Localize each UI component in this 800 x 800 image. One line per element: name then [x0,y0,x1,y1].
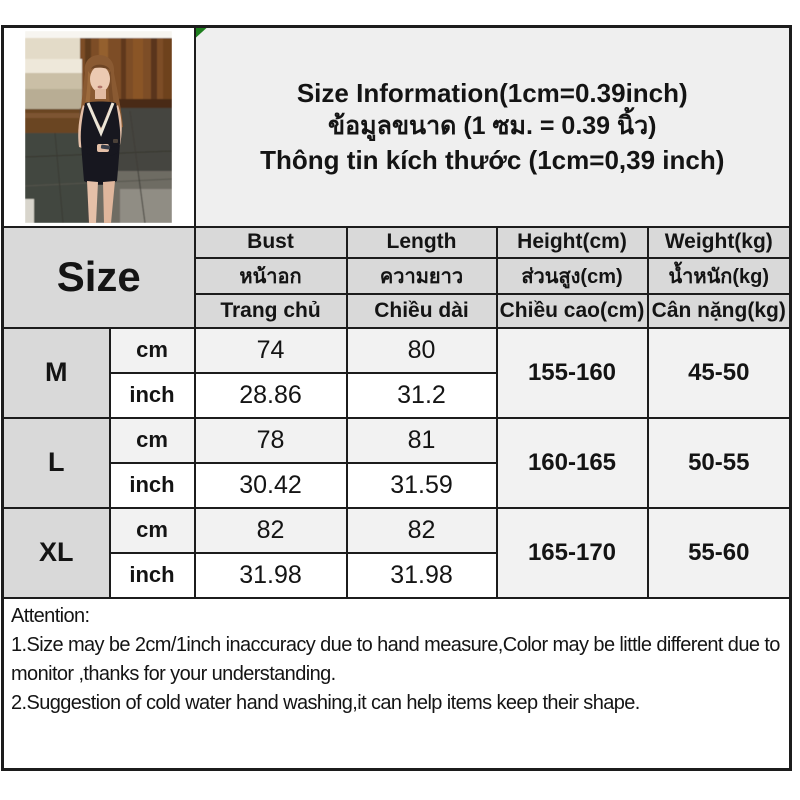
l-bust-inch: 30.42 [193,461,348,509]
col-header-bust-vi: Trang chủ [193,292,348,329]
size-header: Size [1,225,196,329]
title-vietnamese: Thông tin kích thước (1cm=0,39 inch) [260,145,725,176]
col-header-weight-vi: Cân nặng(kg) [646,292,792,329]
m-length-cm: 80 [345,326,498,374]
attention-note-2: 2.Suggestion of cold water hand washing,… [11,691,640,714]
xl-length-cm: 82 [345,506,498,554]
m-weight-range: 45-50 [646,326,792,419]
m-bust-cm: 74 [193,326,348,374]
attention-heading: Attention: [11,604,90,627]
cell-corner-marker-icon [196,28,207,38]
col-header-length-en: Length [345,225,498,259]
xl-weight-range: 55-60 [646,506,792,599]
col-header-length-vi: Chiều dài [345,292,498,329]
col-header-weight-th: น้ำหนัก(kg) [646,256,792,295]
xl-bust-inch: 31.98 [193,551,348,599]
size-chart-table: Size Information(1cm=0.39inch) ข้อมูลขนา… [1,25,793,771]
size-m-label: M [1,326,111,419]
xl-length-inch: 31.98 [345,551,498,599]
l-height-range: 160-165 [495,416,649,509]
product-photo-cell [1,25,196,228]
attention-note-1: 1.Size may be 2cm/1inch inaccuracy due t… [11,633,780,685]
unit-inch-label: inch [108,461,196,509]
product-photo [25,30,173,223]
unit-cm-label: cm [108,416,196,464]
m-height-range: 155-160 [495,326,649,419]
col-header-length-th: ความยาว [345,256,498,295]
l-length-inch: 31.59 [345,461,498,509]
unit-cm-label: cm [108,326,196,374]
col-header-height-en: Height(cm) [495,225,649,259]
l-weight-range: 50-55 [646,416,792,509]
title-thai: ข้อมูลขนาด (1 ซม. = 0.39 นิ้ว) [328,112,657,141]
unit-inch-label: inch [108,371,196,419]
attention-cell: Attention: 1.Size may be 2cm/1inch inacc… [1,596,792,771]
size-l-label: L [1,416,111,509]
m-length-inch: 31.2 [345,371,498,419]
title-english: Size Information(1cm=0.39inch) [296,78,688,109]
col-header-height-vi: Chiều cao(cm) [495,292,649,329]
size-xl-label: XL [1,506,111,599]
xl-bust-cm: 82 [193,506,348,554]
l-length-cm: 81 [345,416,498,464]
xl-height-range: 165-170 [495,506,649,599]
m-bust-inch: 28.86 [193,371,348,419]
unit-cm-label: cm [108,506,196,554]
unit-inch-label: inch [108,551,196,599]
l-bust-cm: 78 [193,416,348,464]
col-header-bust-th: หน้าอก [193,256,348,295]
col-header-bust-en: Bust [193,225,348,259]
col-header-weight-en: Weight(kg) [646,225,792,259]
title-cell: Size Information(1cm=0.39inch) ข้อมูลขนา… [193,25,792,228]
col-header-height-th: ส่วนสูง(cm) [495,256,649,295]
